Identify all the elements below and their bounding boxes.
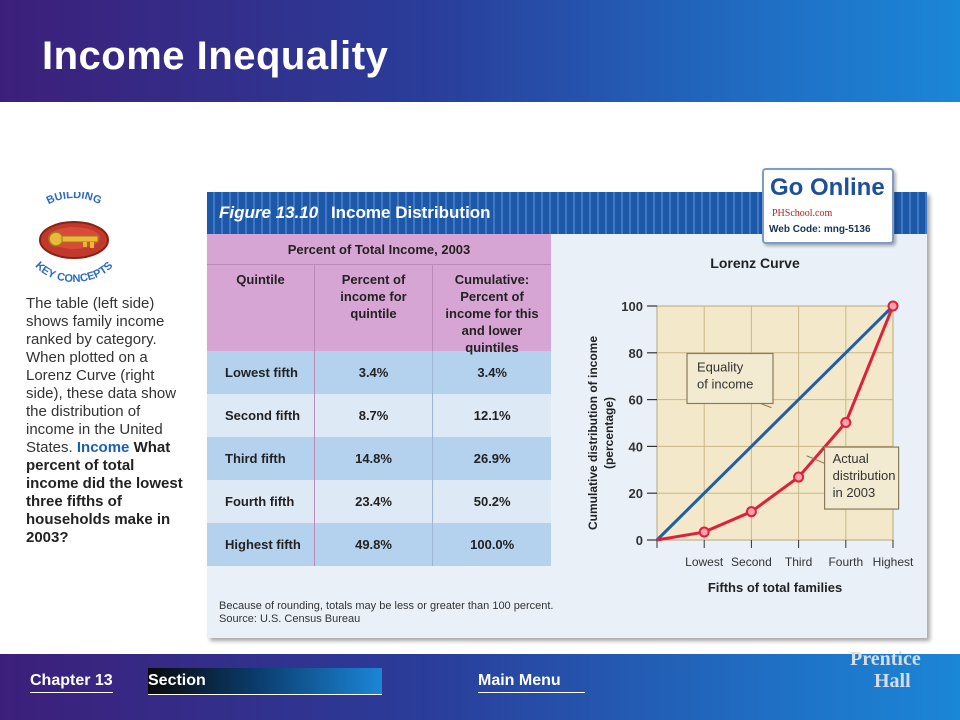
side-body: The table (left side) shows family incom… bbox=[26, 295, 177, 456]
table-header-row: Quintile Percent of income for quintile … bbox=[207, 265, 551, 355]
figure-name: Income Distribution bbox=[330, 203, 491, 222]
equality-line bbox=[655, 304, 895, 542]
x-tick-label: Third bbox=[785, 555, 812, 569]
cell-cumulative: 3.4% bbox=[477, 365, 507, 380]
x-tick-label: Second bbox=[731, 555, 772, 569]
footnote-source: Source: U.S. Census Bureau bbox=[219, 613, 361, 625]
actual-annotation-box bbox=[824, 446, 900, 510]
actual-annotation-line1: Actual bbox=[833, 451, 869, 466]
cell-percent: 8.7% bbox=[315, 394, 434, 437]
go-online-site: PHSchool.com bbox=[772, 208, 833, 219]
income-table: Percent of Total Income, 2003 Quintile P… bbox=[207, 234, 551, 566]
slide-header: Income Inequality bbox=[0, 0, 960, 102]
cell-cumulative: 100.0% bbox=[470, 537, 515, 552]
cell-quintile: Second fifth bbox=[207, 394, 315, 437]
side-label: Income bbox=[76, 439, 130, 456]
cell-cumulative: 50.2% bbox=[473, 494, 511, 509]
y-tick-label: 0 bbox=[636, 533, 643, 548]
side-question: What percent of total income did the low… bbox=[26, 439, 183, 546]
cell-quintile: Highest fifth bbox=[207, 523, 315, 566]
header-percent: Percent of income for quintile bbox=[315, 265, 433, 351]
footnote-rounding: Because of rounding, totals may be less … bbox=[219, 600, 554, 612]
figure-label: Figure 13.10 bbox=[219, 203, 319, 222]
table-row: Highest fifth 49.8% 100.0% bbox=[207, 523, 551, 566]
table-row: Second fifth 8.7% 12.1% bbox=[207, 394, 551, 437]
lorenz-chart-svg: 0 20 40 60 80 100 Lowest Second Third Fourth Highe… bbox=[557, 234, 927, 595]
publisher-logo: Prentice Hall bbox=[850, 648, 921, 692]
cell-cumulative: 26.9% bbox=[473, 451, 511, 466]
section-link[interactable]: Section bbox=[148, 672, 206, 689]
cell-percent: 23.4% bbox=[315, 480, 434, 523]
x-tick-label: Highest bbox=[873, 555, 914, 569]
data-point bbox=[887, 300, 899, 312]
y-tick-label: 20 bbox=[629, 486, 643, 501]
table-row: Lowest fifth 3.4% 3.4% bbox=[207, 351, 551, 394]
equality-annotation-box bbox=[686, 352, 774, 405]
y-tick-label: 100 bbox=[621, 299, 643, 314]
data-point bbox=[840, 417, 852, 429]
cell-percent: 3.4% bbox=[315, 351, 434, 394]
cell-cumulative: 12.1% bbox=[473, 408, 511, 423]
y-axis-label-unit: (percentage) bbox=[602, 397, 616, 469]
slide-footer: Chapter 13 Section Main Menu Prentice Ha… bbox=[0, 648, 960, 720]
go-online-web-code: Web Code: mng-5136 bbox=[769, 224, 871, 235]
data-point bbox=[698, 526, 710, 538]
svg-text:KEY CONCEPTS: KEY CONCEPTS bbox=[33, 260, 115, 282]
cell-quintile: Fourth fifth bbox=[207, 480, 315, 523]
section-bar bbox=[148, 668, 382, 695]
table-title: Percent of Total Income, 2003 bbox=[207, 234, 551, 265]
svg-text:BUILDING: BUILDING bbox=[45, 192, 104, 207]
actual-annotation-line3: in 2003 bbox=[833, 485, 876, 500]
publisher-line2: Hall bbox=[874, 670, 911, 692]
badge-line1: BUILDING bbox=[45, 192, 104, 207]
side-description: The table (left side) shows family incom… bbox=[26, 295, 191, 547]
go-online-logo: Go Online bbox=[770, 174, 885, 201]
table-row: Third fifth 14.8% 26.9% bbox=[207, 437, 551, 480]
figure-panel: Figure 13.10 Income Distribution Percent… bbox=[207, 192, 927, 638]
x-tick-label: Fourth bbox=[828, 555, 863, 569]
y-tick-label: 40 bbox=[629, 439, 643, 454]
go-online-box[interactable]: Go Online PHSchool.com Web Code: mng-513… bbox=[762, 168, 894, 244]
data-point bbox=[745, 506, 757, 518]
actual-annotation-line2: distribution bbox=[833, 468, 896, 483]
y-tick-label: 60 bbox=[629, 393, 643, 408]
equality-annotation-line2: of income bbox=[697, 376, 753, 391]
cell-percent: 14.8% bbox=[315, 437, 434, 480]
chapter-link[interactable]: Chapter 13 bbox=[30, 672, 113, 693]
x-tick-label: Lowest bbox=[685, 555, 724, 569]
x-axis-label: Fifths of total families bbox=[708, 580, 842, 594]
cell-quintile: Third fifth bbox=[207, 437, 315, 480]
cell-percent: 49.8% bbox=[315, 523, 434, 566]
main-menu-link[interactable]: Main Menu bbox=[478, 672, 585, 693]
actual-distribution-line bbox=[656, 305, 895, 542]
header-cumulative: Cumulative: Percent of income for this a… bbox=[445, 272, 539, 355]
y-axis-label: Cumulative distribution of income bbox=[586, 336, 600, 530]
lorenz-chart: 0 20 40 60 80 100 Lowest Second Third Fourth Highe… bbox=[557, 234, 927, 595]
chart-title: Lorenz Curve bbox=[710, 255, 800, 271]
building-key-concepts-badge: BUILDING KEY CONCEPTS bbox=[33, 192, 115, 282]
data-point bbox=[793, 471, 805, 483]
slide-title: Income Inequality bbox=[42, 34, 389, 78]
badge-line2: KEY CONCEPTS bbox=[33, 260, 115, 282]
publisher-line1: Prentice bbox=[850, 648, 921, 670]
figure-title: Figure 13.10 Income Distribution bbox=[219, 203, 491, 223]
table-row: Fourth fifth 23.4% 50.2% bbox=[207, 480, 551, 523]
key-icon bbox=[48, 231, 99, 248]
y-tick-label: 80 bbox=[629, 346, 643, 361]
header-quintile: Quintile bbox=[207, 265, 315, 351]
cell-quintile: Lowest fifth bbox=[207, 351, 315, 394]
equality-annotation-line1: Equality bbox=[697, 359, 744, 374]
figure-footnote: Because of rounding, totals may be less … bbox=[219, 600, 553, 626]
